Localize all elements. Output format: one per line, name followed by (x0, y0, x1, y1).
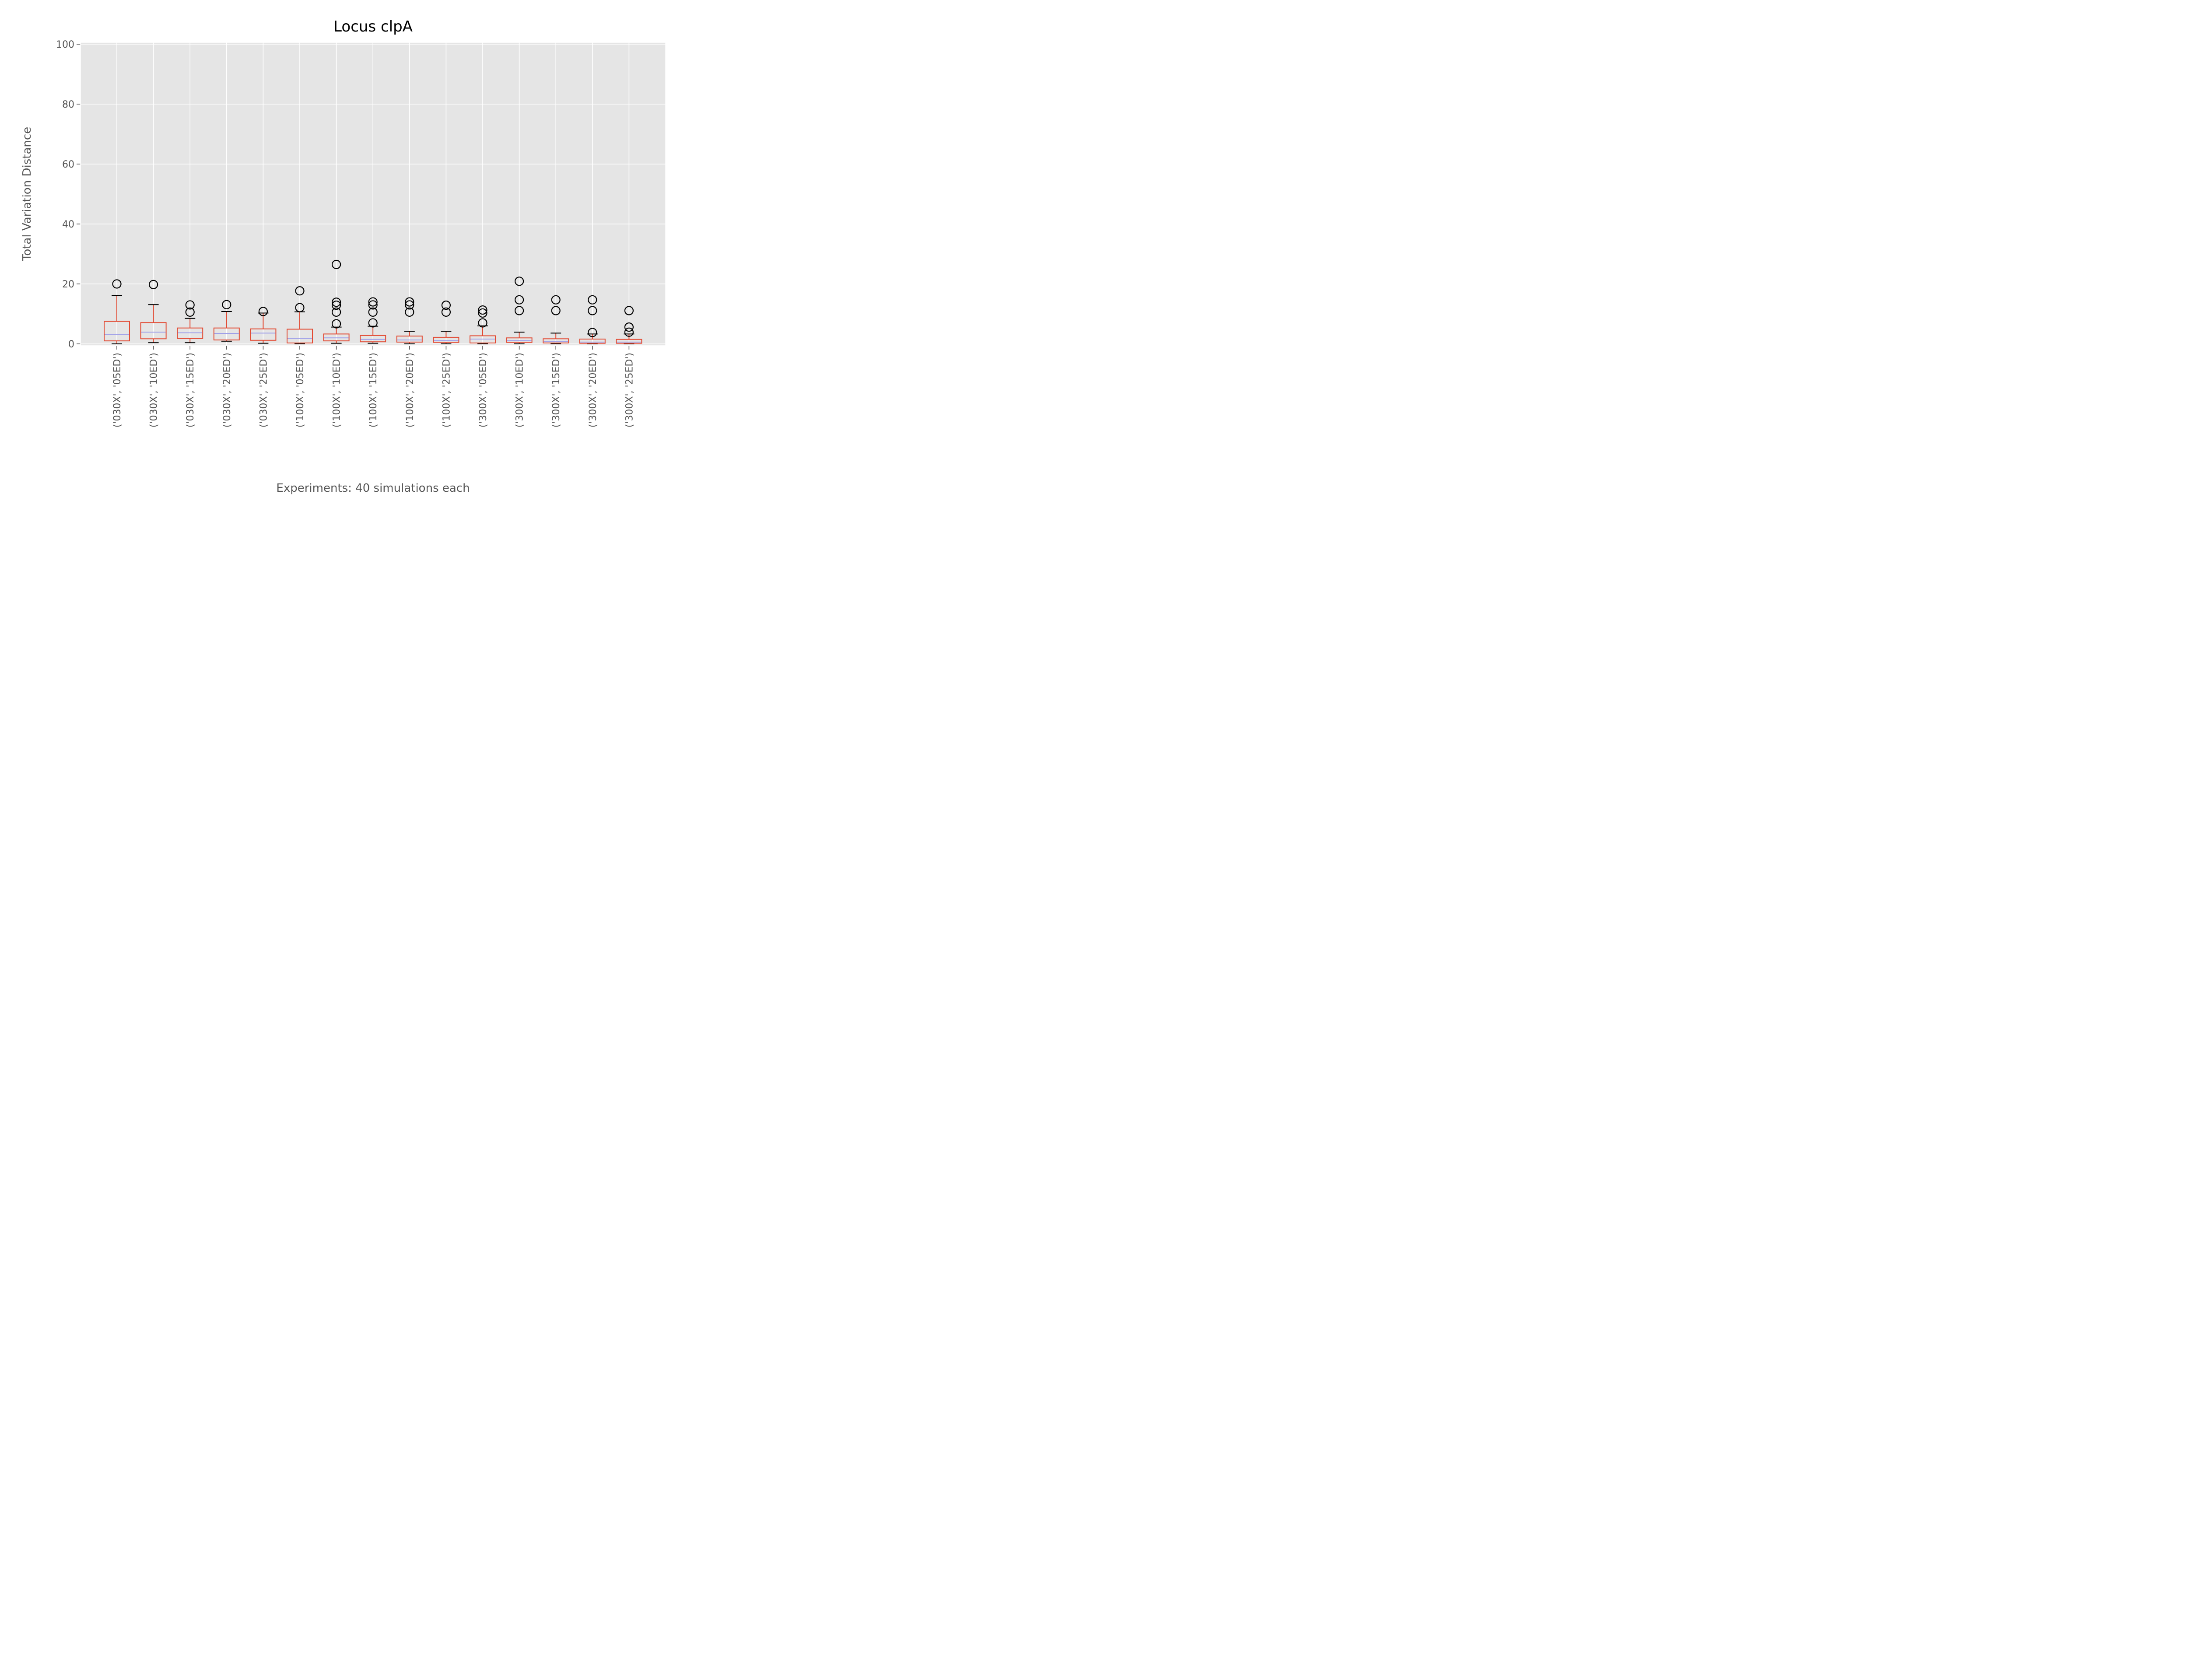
box-group (104, 279, 130, 344)
flier-point (185, 307, 195, 317)
x-tick-label: ('100X', '15ED') (368, 353, 379, 427)
flier-point (222, 300, 231, 309)
plot-frame (80, 42, 666, 346)
box-group (250, 307, 277, 344)
box (543, 338, 569, 343)
box (433, 336, 459, 343)
x-tick-label: ('300X', '25ED') (624, 353, 635, 427)
flier-point (331, 307, 341, 317)
box (287, 329, 313, 343)
flier-point (295, 286, 305, 296)
x-tick-label: ('100X', '20ED') (405, 353, 416, 427)
flier-point (368, 318, 378, 328)
flier-point (588, 295, 597, 304)
box (323, 333, 350, 342)
x-tick-label: ('030X', '25ED') (258, 353, 269, 427)
x-tick-label: ('030X', '20ED') (222, 353, 233, 427)
flier-point (405, 297, 414, 307)
flier-point (405, 300, 414, 310)
box (470, 335, 496, 343)
flier-point (331, 298, 341, 307)
chart-title: Locus clpA (333, 18, 413, 35)
flier-point (478, 318, 487, 328)
box-group (323, 259, 350, 344)
box-group (396, 297, 423, 344)
flier-point (588, 306, 597, 315)
box (213, 327, 240, 341)
box-group (140, 280, 167, 343)
box (177, 327, 203, 339)
flier-point (551, 295, 561, 304)
flier-point (624, 322, 634, 332)
grid (81, 42, 666, 346)
x-tick-label: ('300X', '10ED') (515, 353, 526, 427)
x-tick-label: ('100X', '10ED') (332, 353, 343, 427)
box (250, 328, 277, 341)
y-tick-label: 60 (62, 159, 74, 170)
boxes (104, 259, 642, 344)
flier-point (441, 307, 451, 317)
flier-point (331, 259, 341, 270)
box (104, 321, 130, 342)
flier-point (478, 305, 487, 315)
x-tick-label: ('030X', '10ED') (149, 353, 160, 427)
flier-point (149, 280, 158, 289)
y-axis: 0 20 40 60 80 100 (56, 39, 81, 350)
y-tick-label: 100 (56, 39, 74, 50)
box-group (287, 286, 313, 344)
x-tick-label: ('300X', '20ED') (588, 353, 599, 427)
flier-point (368, 307, 378, 317)
box-group (433, 301, 459, 344)
box (140, 322, 167, 340)
flier-point (514, 306, 524, 315)
flier-point (368, 297, 378, 307)
flier-point (331, 301, 341, 310)
box-group (506, 276, 533, 344)
box-group (177, 300, 203, 343)
y-tick-label: 40 (62, 219, 74, 230)
flier-point (551, 306, 561, 315)
x-tick-label: ('100X', '25ED') (441, 353, 452, 427)
box-group (213, 300, 240, 342)
x-axis: ('030X', '05ED') ('030X', '10ED') ('030X',… (112, 346, 635, 427)
flier-point (588, 328, 597, 337)
flier-point (624, 327, 634, 337)
x-tick-label: ('030X', '05ED') (112, 353, 123, 427)
flier-point (185, 300, 195, 310)
flier-point (514, 295, 524, 304)
box-group (579, 295, 606, 344)
box (506, 337, 533, 343)
y-tick-label: 80 (62, 99, 74, 110)
y-tick-label: 0 (68, 339, 74, 350)
box-group (470, 305, 496, 344)
flier-point (405, 307, 414, 317)
flier-point (368, 300, 378, 310)
x-tick-label: ('300X', '15ED') (551, 353, 562, 427)
flier-point (624, 306, 634, 315)
box (396, 336, 423, 343)
boxplot-chart: 0 20 40 60 80 100 ('030X', '05ED') ('030X', '1… (21, 18, 666, 495)
flier-point (258, 307, 268, 316)
flier-point (331, 319, 341, 329)
box (579, 339, 606, 344)
y-axis-label: Total Variation Distance (21, 127, 34, 261)
x-tick-label: ('030X', '15ED') (185, 353, 196, 427)
box (616, 339, 642, 344)
box-group (543, 295, 569, 344)
flier-point (441, 301, 451, 310)
flier-point (295, 303, 305, 312)
box-group (360, 297, 386, 344)
flier-point (514, 276, 524, 286)
box-group (616, 306, 642, 344)
box (360, 335, 386, 343)
flier-point (478, 308, 487, 318)
y-tick-label: 20 (62, 279, 74, 290)
x-axis-label: Experiments: 40 simulations each (276, 482, 470, 495)
x-tick-label: ('100X', '05ED') (295, 353, 306, 427)
x-tick-label: ('300X', '05ED') (478, 353, 489, 427)
flier-point (112, 279, 122, 289)
